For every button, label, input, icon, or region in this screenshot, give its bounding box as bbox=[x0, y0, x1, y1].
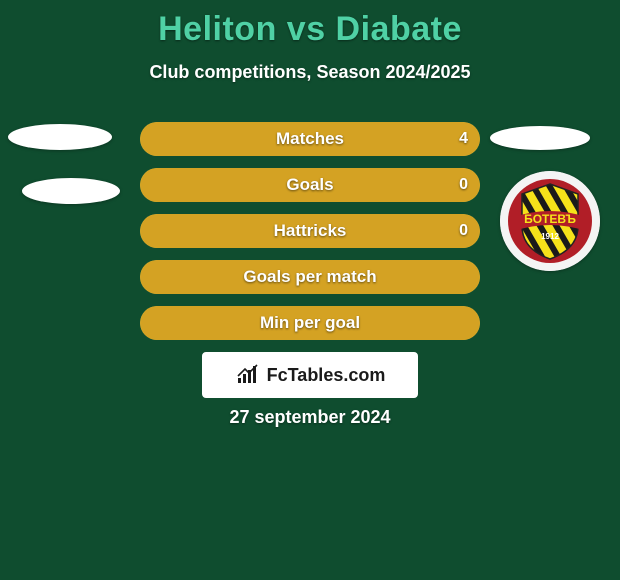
stat-bar-label: Hattricks bbox=[140, 214, 480, 248]
comparison-bars: Matches4Goals0Hattricks0Goals per matchM… bbox=[140, 122, 480, 352]
svg-text:1912: 1912 bbox=[541, 232, 559, 241]
left-player-photo-placeholder bbox=[8, 124, 112, 150]
right-player-photo-placeholder bbox=[490, 126, 590, 150]
source-brand-box: FcTables.com bbox=[202, 352, 418, 398]
svg-text:БОТЕВЪ: БОТЕВЪ bbox=[524, 212, 576, 226]
stat-bar-right-value: 4 bbox=[459, 122, 468, 156]
stat-bar-label: Goals bbox=[140, 168, 480, 202]
date-line: 27 september 2024 bbox=[0, 407, 620, 428]
source-brand-text: FcTables.com bbox=[267, 365, 386, 386]
bar-chart-icon bbox=[235, 362, 261, 388]
stat-bar-right-value: 0 bbox=[459, 214, 468, 248]
comparison-infographic: Heliton vs Diabate Club competitions, Se… bbox=[0, 0, 620, 580]
left-club-badge-placeholder bbox=[22, 178, 120, 204]
stat-bar: Min per goal bbox=[140, 306, 480, 340]
stat-bar-right-value: 0 bbox=[459, 168, 468, 202]
stat-bar: Hattricks0 bbox=[140, 214, 480, 248]
stat-bar-label: Min per goal bbox=[140, 306, 480, 340]
page-title: Heliton vs Diabate bbox=[0, 10, 620, 49]
subtitle: Club competitions, Season 2024/2025 bbox=[0, 62, 620, 83]
club-badge-svg: БОТЕВЪ 1912 bbox=[500, 171, 600, 271]
right-club-badge: БОТЕВЪ 1912 bbox=[500, 171, 600, 271]
stat-bar: Matches4 bbox=[140, 122, 480, 156]
stat-bar-label: Goals per match bbox=[140, 260, 480, 294]
stat-bar: Goals0 bbox=[140, 168, 480, 202]
stat-bar: Goals per match bbox=[140, 260, 480, 294]
stat-bar-label: Matches bbox=[140, 122, 480, 156]
